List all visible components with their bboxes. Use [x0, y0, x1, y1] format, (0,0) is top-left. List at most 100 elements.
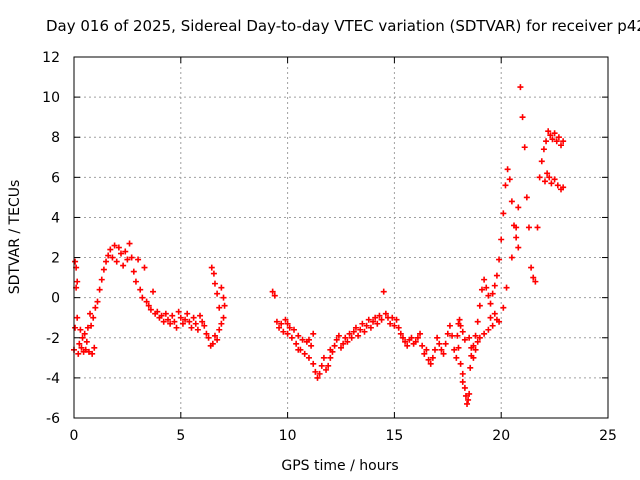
data-point	[72, 258, 79, 265]
data-point	[521, 144, 528, 151]
data-point	[105, 252, 112, 259]
data-point	[434, 334, 441, 341]
data-point	[169, 312, 176, 319]
data-point	[154, 308, 161, 315]
data-point	[323, 366, 330, 373]
data-point	[216, 304, 223, 311]
data-point	[284, 330, 291, 337]
data-point	[77, 326, 84, 333]
data-point	[273, 318, 280, 325]
data-point	[553, 138, 560, 145]
data-point	[498, 236, 505, 243]
data-point	[92, 304, 99, 311]
data-point	[173, 324, 180, 331]
data-point	[327, 354, 334, 361]
data-point	[541, 178, 548, 185]
data-point	[94, 298, 101, 305]
data-point	[210, 270, 217, 277]
data-point	[310, 360, 317, 367]
data-point	[184, 310, 191, 317]
data-point	[143, 298, 150, 305]
data-point	[357, 326, 364, 333]
grid-lines	[74, 57, 608, 418]
data-point	[76, 340, 83, 347]
y-tick-label: 2	[51, 251, 60, 267]
data-point	[455, 344, 462, 351]
data-point	[508, 254, 515, 261]
data-point	[476, 302, 483, 309]
data-point	[554, 182, 561, 189]
data-point	[81, 330, 88, 337]
data-point	[72, 324, 79, 331]
data-point	[295, 332, 302, 339]
data-point	[74, 314, 81, 321]
data-point	[500, 304, 507, 311]
x-tick-label: 15	[385, 428, 403, 444]
data-point	[211, 332, 218, 339]
data-point	[78, 344, 85, 351]
data-point	[293, 340, 300, 347]
data-point	[218, 320, 225, 327]
data-point	[370, 318, 377, 325]
data-point	[476, 334, 483, 341]
plot-frame	[73, 56, 609, 419]
data-point	[389, 314, 396, 321]
data-point	[491, 310, 498, 317]
data-point	[489, 290, 496, 297]
data-point	[220, 314, 227, 321]
data-point	[457, 360, 464, 367]
data-point	[404, 342, 411, 349]
data-point	[391, 322, 398, 329]
data-point	[466, 390, 473, 397]
data-point	[286, 324, 293, 331]
data-point	[513, 224, 520, 231]
y-tick-label: -6	[46, 411, 60, 427]
data-point	[467, 364, 474, 371]
data-point	[333, 336, 340, 343]
y-tick-label: -4	[46, 371, 60, 387]
data-point	[540, 146, 547, 153]
x-tick-label: 0	[70, 428, 79, 444]
data-point	[141, 264, 148, 271]
data-point	[481, 276, 488, 283]
data-point	[425, 356, 432, 363]
data-point	[551, 176, 558, 183]
data-point	[352, 324, 359, 331]
data-point	[211, 280, 218, 287]
data-point	[107, 246, 114, 253]
data-point	[462, 392, 469, 399]
data-point	[348, 334, 355, 341]
data-point	[508, 198, 515, 205]
y-tick-label: 0	[51, 291, 60, 307]
y-tick-label: 6	[51, 170, 60, 186]
data-point	[203, 330, 210, 337]
data-point	[504, 166, 511, 173]
data-point	[555, 134, 562, 141]
data-point	[295, 346, 302, 353]
data-point	[216, 326, 223, 333]
data-point	[532, 278, 539, 285]
data-point	[429, 354, 436, 361]
y-tick-label: 10	[42, 90, 60, 106]
data-point	[85, 348, 92, 355]
data-point	[547, 132, 554, 139]
data-point	[214, 336, 221, 343]
data-point	[387, 320, 394, 327]
data-point	[346, 330, 353, 337]
chart-title: Day 016 of 2025, Sidereal Day-to-day VTE…	[46, 17, 640, 35]
data-point	[374, 320, 381, 327]
data-point	[271, 292, 278, 299]
data-point	[546, 174, 553, 181]
data-point	[538, 158, 545, 165]
data-point	[376, 312, 383, 319]
data-point	[493, 272, 500, 279]
y-tick-label: 12	[42, 50, 60, 66]
x-tick-label: 5	[176, 428, 185, 444]
data-point	[544, 170, 551, 177]
data-point	[350, 328, 357, 335]
data-point	[83, 338, 90, 345]
data-point	[515, 244, 522, 251]
data-point	[560, 184, 567, 191]
data-point	[164, 316, 171, 323]
